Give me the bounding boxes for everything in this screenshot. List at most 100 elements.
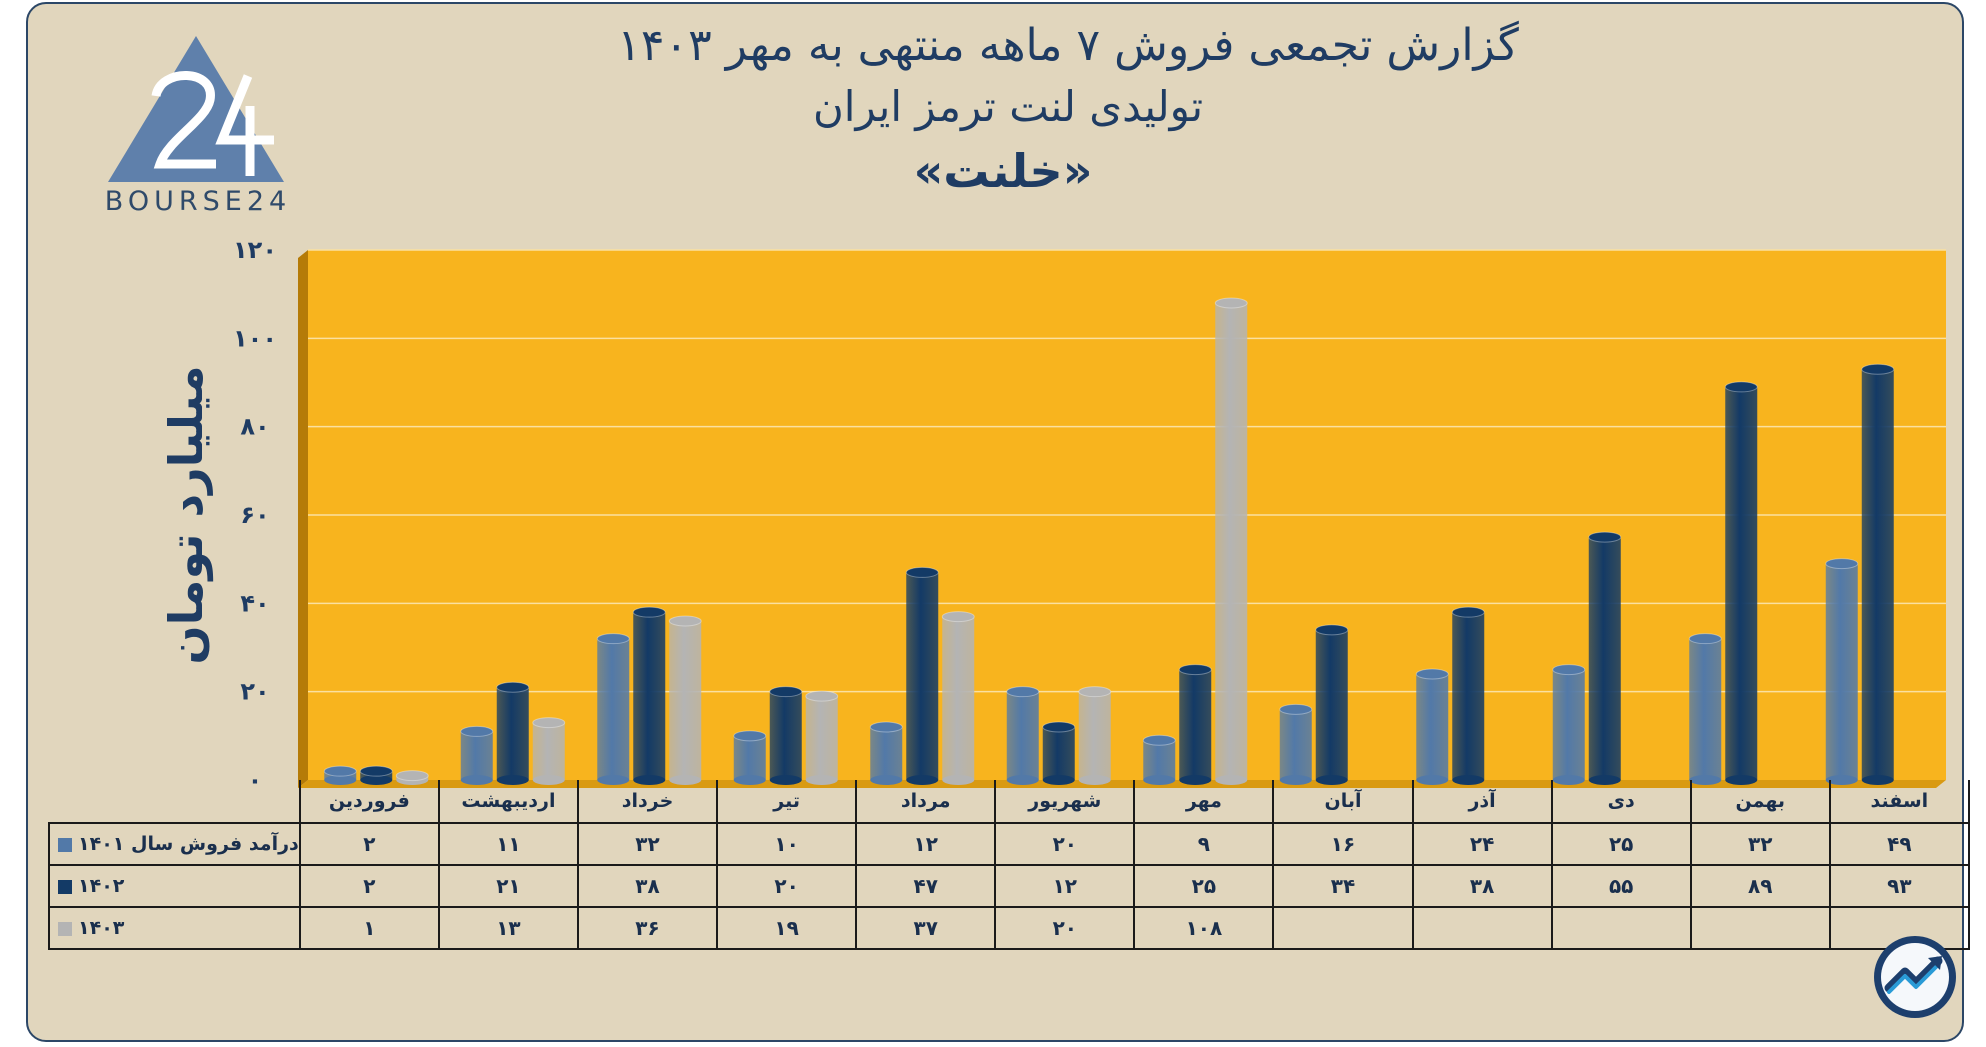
data-label: ۳۲ bbox=[576, 822, 719, 866]
data-label: ۱ bbox=[298, 906, 440, 950]
category-label: تیر bbox=[716, 780, 858, 824]
data-label: ۱۰۸ bbox=[1133, 906, 1275, 950]
data-label: ۱۹ bbox=[716, 906, 858, 950]
y-tick-label: ۱۰۰ bbox=[233, 324, 277, 352]
y-tick-label: ۱۲۰ bbox=[233, 236, 277, 264]
category-label: مرداد bbox=[855, 780, 997, 824]
bar bbox=[1688, 633, 1722, 785]
data-label bbox=[1689, 906, 1831, 950]
bar bbox=[596, 633, 630, 785]
bar bbox=[1588, 531, 1622, 785]
data-label: ۲۰ bbox=[716, 864, 858, 908]
legend-entry: درآمد فروش سال ۱۴۰۱ bbox=[48, 822, 301, 866]
bar bbox=[941, 611, 975, 785]
logo-digit-2 bbox=[151, 71, 216, 169]
data-label: ۱۲ bbox=[855, 822, 997, 866]
table-row: ۱۴۰۲ ۲ ۲۱ ۳۸ ۲۰ ۴۷ ۱۲ ۲۵ ۳۴ ۳۸ ۵۵ ۸۹ ۹۳ bbox=[48, 864, 1970, 908]
bar bbox=[1451, 606, 1485, 785]
category-label: خرداد bbox=[576, 780, 719, 824]
data-label: ۴۷ bbox=[855, 864, 997, 908]
data-label: ۸۹ bbox=[1689, 864, 1831, 908]
category-label: دی bbox=[1550, 780, 1692, 824]
badge-arrow-head bbox=[1928, 956, 1942, 970]
data-label: ۲ bbox=[298, 822, 440, 866]
category-label: بهمن bbox=[1689, 780, 1831, 824]
bar bbox=[668, 615, 702, 785]
data-label bbox=[1411, 906, 1553, 950]
data-label: ۱۶ bbox=[1272, 822, 1414, 866]
plot-side-wall bbox=[298, 250, 308, 788]
data-label: ۵۵ bbox=[1550, 864, 1692, 908]
data-label: ۲۰ bbox=[994, 822, 1136, 866]
category-label: آبان bbox=[1272, 780, 1414, 824]
bar bbox=[532, 717, 566, 785]
gridlines bbox=[308, 249, 1946, 693]
table-corner bbox=[49, 780, 301, 823]
bar bbox=[1724, 381, 1758, 785]
bar bbox=[1315, 624, 1349, 785]
y-axis-label: میلیارد تومان bbox=[159, 365, 213, 665]
data-label: ۱۰ bbox=[716, 822, 858, 866]
bar bbox=[1078, 686, 1112, 785]
logo-digit-4 bbox=[215, 74, 274, 176]
bar bbox=[460, 725, 494, 785]
bar bbox=[1825, 558, 1859, 785]
legend-entry: ۱۴۰۲ bbox=[48, 864, 301, 908]
data-label: ۲۵ bbox=[1133, 864, 1275, 908]
bourse24-logo bbox=[108, 36, 284, 182]
data-label: ۹ bbox=[1133, 822, 1275, 866]
data-label: ۳۸ bbox=[1411, 864, 1553, 908]
data-label: ۲۴ bbox=[1411, 822, 1553, 866]
data-label: ۳۷ bbox=[855, 906, 997, 950]
data-label: ۲۱ bbox=[437, 864, 579, 908]
data-label: ۱۱ bbox=[437, 822, 579, 866]
legend-label: ۱۴۰۲ bbox=[78, 875, 125, 897]
category-label: فروردین bbox=[298, 780, 440, 824]
table-header-row: فروردین اردیبهشت خرداد تیر مرداد شهریور مهر آبا… bbox=[49, 780, 1970, 824]
y-tick-label: ۲۰ bbox=[240, 678, 269, 706]
bar bbox=[769, 686, 803, 785]
data-label: ۲۰ bbox=[994, 906, 1136, 950]
y-tick-label: ۴۰ bbox=[240, 589, 269, 617]
data-label: ۳۲ bbox=[1689, 822, 1831, 866]
data-label: ۳۴ bbox=[1272, 864, 1414, 908]
table-row: ۱۴۰۳ ۱ ۱۳ ۳۶ ۱۹ ۳۷ ۲۰ ۱۰۸ bbox=[48, 906, 1970, 950]
bar bbox=[1142, 734, 1176, 785]
legend-swatch bbox=[58, 922, 72, 936]
bar bbox=[805, 690, 839, 785]
legend-swatch bbox=[58, 880, 72, 894]
y-tick-label: ۶۰ bbox=[240, 501, 269, 529]
category-label: اردیبهشت bbox=[437, 780, 579, 824]
bar bbox=[1861, 363, 1895, 785]
logo-wordmark: BOURSE24 bbox=[104, 186, 292, 217]
badge-trend-accent bbox=[1887, 963, 1940, 994]
data-label: ۹۳ bbox=[1828, 864, 1970, 908]
bar bbox=[1552, 664, 1586, 785]
category-label: آذر bbox=[1411, 780, 1553, 824]
legend-swatch bbox=[58, 838, 72, 852]
logo-triangle bbox=[108, 36, 284, 182]
category-label: شهریور bbox=[994, 780, 1136, 824]
bar bbox=[1042, 721, 1076, 785]
legend-label: ۱۴۰۳ bbox=[78, 917, 125, 939]
table-row: درآمد فروش سال ۱۴۰۱ ۲ ۱۱ ۳۲ ۱۰ ۱۲ ۲۰ ۹ ۱۶ ۲۴ ۲۵ ۳۲ ۴… bbox=[48, 822, 1970, 866]
bar bbox=[905, 566, 939, 785]
data-label: ۱۲ bbox=[994, 864, 1136, 908]
data-label: ۱۳ bbox=[437, 906, 579, 950]
bar bbox=[733, 730, 767, 785]
data-table: فروردین اردیبهشت خرداد تیر مرداد شهریور مهر آبا… bbox=[48, 780, 1970, 950]
chart-trend-icon bbox=[1874, 936, 1956, 1018]
chart-title: گزارش تجمعی فروش ۷ ماهه منتهی به مهر ۱۴۰… bbox=[617, 20, 1519, 71]
legend-label: درآمد فروش سال ۱۴۰۱ bbox=[78, 833, 299, 855]
bar bbox=[1178, 664, 1212, 785]
y-tick-label: ۸۰ bbox=[240, 413, 269, 441]
legend-entry: ۱۴۰۳ bbox=[48, 906, 301, 950]
bar bbox=[869, 721, 903, 785]
category-label: اسفند bbox=[1828, 780, 1970, 824]
bar bbox=[1214, 297, 1248, 785]
bar bbox=[1006, 686, 1040, 785]
data-label: ۲ bbox=[298, 864, 440, 908]
data-label: ۲۵ bbox=[1550, 822, 1692, 866]
bar bbox=[1279, 703, 1313, 785]
